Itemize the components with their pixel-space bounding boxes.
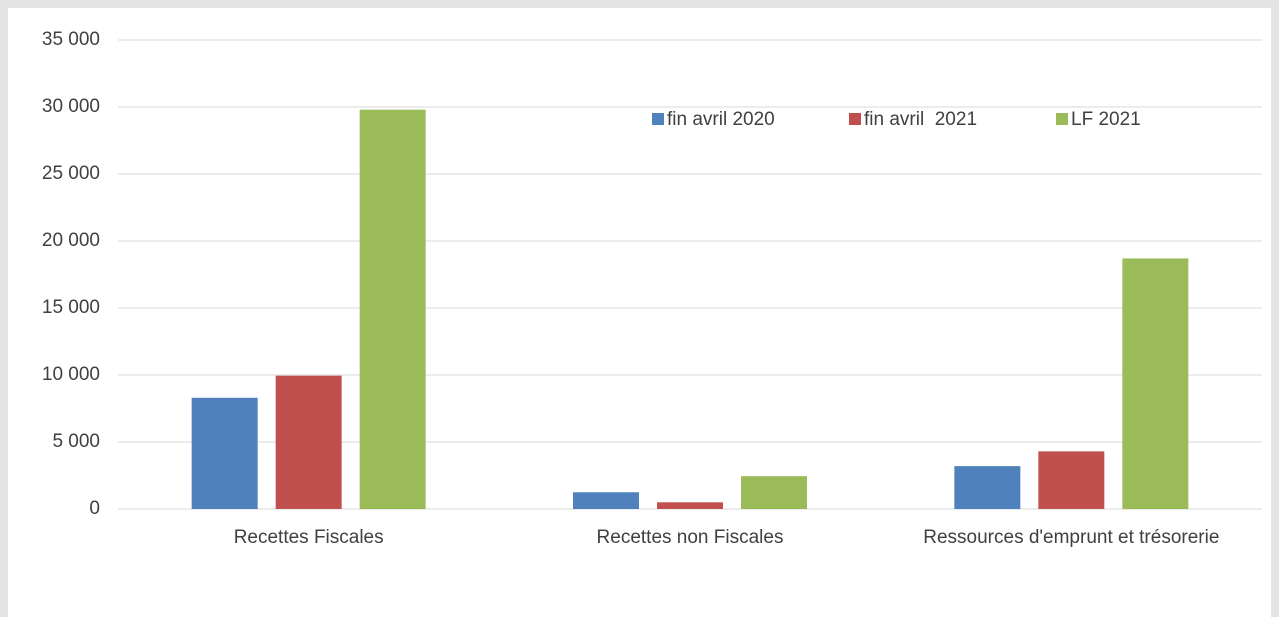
bar [275,375,342,509]
y-tick-label: 10 000 [42,364,100,385]
bar [573,492,639,509]
y-tick-label: 20 000 [42,230,100,251]
chart-area [8,8,1271,617]
legend-label: fin avril 2021 [864,109,977,130]
y-tick-label: 5 000 [52,431,100,452]
x-tick-label: Recettes Fiscales [234,527,384,548]
y-tick-label: 35 000 [42,29,100,50]
bar [657,502,723,509]
x-tick-label: Recettes non Fiscales [597,527,784,548]
x-tick-label: Ressources d'emprunt et trésorerie [923,527,1219,548]
y-tick-label: 0 [89,498,100,519]
legend-swatch [1056,113,1068,125]
y-tick-label: 30 000 [42,96,100,117]
bar [359,109,426,510]
y-tick-label: 15 000 [42,297,100,318]
bar [1038,451,1105,509]
bar [741,476,807,509]
legend-swatch [652,113,664,125]
legend-swatch [849,113,861,125]
bar [954,466,1021,509]
bar [1122,258,1189,509]
legend-label: fin avril 2020 [667,109,775,130]
bar [191,397,258,509]
legend-label: LF 2021 [1071,109,1141,130]
y-tick-label: 25 000 [42,163,100,184]
